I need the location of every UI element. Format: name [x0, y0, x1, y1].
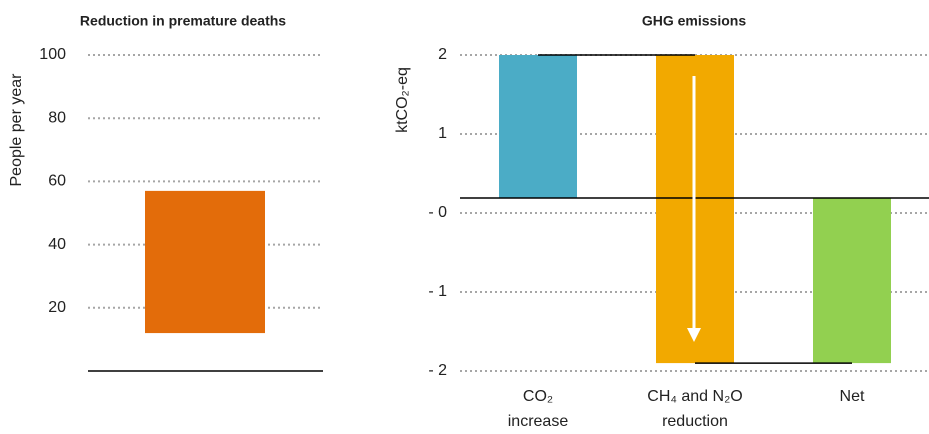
x-tick-label: CO₂ [523, 388, 553, 405]
x-tick-label: increase [508, 413, 569, 430]
y-tick-label: 60 [48, 173, 66, 190]
y-tick-label: 20 [48, 299, 66, 316]
y-tick-label: 1 [438, 125, 447, 142]
arrow [687, 76, 701, 342]
y-axis-label: People per year [8, 73, 25, 187]
y-tick-label: - 2 [428, 362, 447, 379]
y-tick-label: 40 [48, 236, 66, 253]
y-tick-label: - 1 [428, 283, 447, 300]
x-tick-label: reduction [662, 413, 728, 430]
y-tick-label: 100 [39, 46, 66, 63]
chart-title: Reduction in premature deaths [80, 13, 286, 29]
y-tick-label: 80 [48, 109, 66, 126]
bar [499, 55, 577, 198]
chart-title: GHG emissions [642, 13, 746, 29]
plot-area: 20 40 60 80 100 2 1 - 0 - 1 - 2 CO₂ increase CH₄ and… [39, 46, 929, 430]
bar [145, 190, 265, 334]
arrow-head [687, 328, 701, 342]
y-axis-label: ktCO₂-eq [394, 67, 411, 133]
y-tick-label: 2 [438, 46, 447, 63]
x-tick-label: Net [840, 388, 865, 405]
x-tick-label: CH₄ and N₂O [647, 388, 742, 405]
bar [813, 197, 891, 364]
y-tick-label: - 0 [428, 204, 447, 221]
